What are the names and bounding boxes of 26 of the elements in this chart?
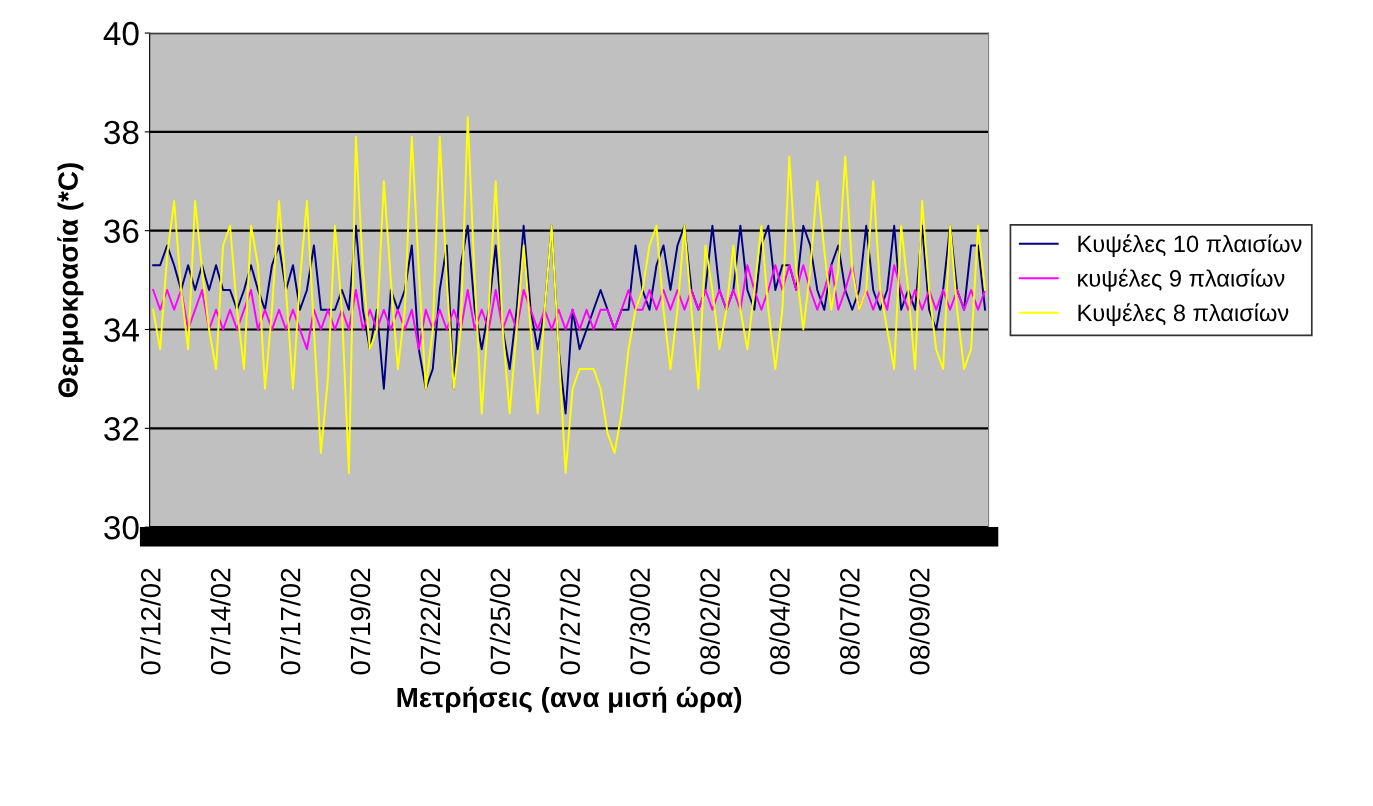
legend-label: κυψέλες 9 πλαισίων xyxy=(1078,268,1285,292)
x-tick-label: 08/04/02 xyxy=(769,568,790,675)
x-tick-label: 08/09/02 xyxy=(909,568,930,675)
x-tick-label: 08/02/02 xyxy=(699,568,720,675)
legend-label: Κυψέλες 10 πλαισίων xyxy=(1078,234,1302,257)
x-tick-label: 07/12/02 xyxy=(140,568,161,675)
line-series xyxy=(152,116,987,474)
y-tick-label: 34 xyxy=(104,318,139,342)
x-tick-label: 07/14/02 xyxy=(210,568,231,675)
y-tick-label: 30 xyxy=(104,515,139,540)
y-tick-label: 38 xyxy=(104,120,139,145)
x-axis-title: Μετρήσεις (ανα μισή ώρα) xyxy=(397,686,742,713)
x-tick-label: 07/22/02 xyxy=(419,568,441,675)
y-tick-label: 40 xyxy=(103,21,139,46)
line-series xyxy=(152,224,987,415)
y-tick-label: 36 xyxy=(104,219,139,244)
x-tick-label: 07/30/02 xyxy=(629,568,650,675)
legend-label: Κυψέλες 8 πλαισίων xyxy=(1078,303,1289,326)
x-tick-label: 07/27/02 xyxy=(559,568,581,675)
x-tick-label: 07/25/02 xyxy=(489,568,511,675)
y-axis-title: Θερμοκρασία (*C) xyxy=(57,163,84,398)
y-tick-label: 32 xyxy=(104,417,139,441)
x-tick-label: 07/19/02 xyxy=(349,568,371,675)
line-series xyxy=(152,264,987,351)
x-tick-label: 08/07/02 xyxy=(839,568,860,675)
x-tick-label: 07/17/02 xyxy=(280,568,301,675)
